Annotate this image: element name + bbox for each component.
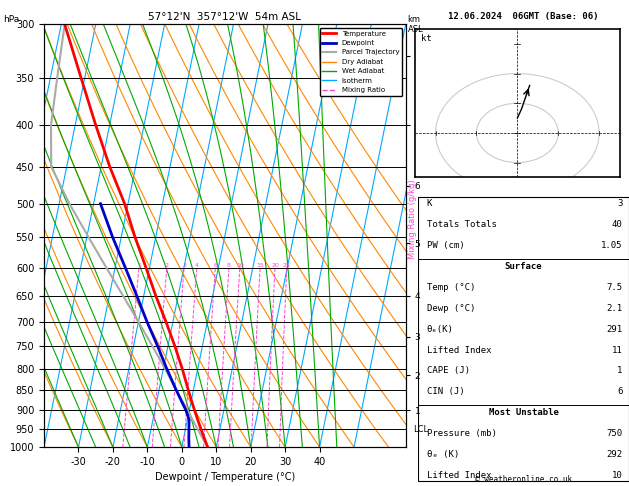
Text: 1: 1: [617, 366, 623, 376]
Text: 40: 40: [612, 220, 623, 229]
Text: Most Unstable: Most Unstable: [489, 408, 559, 417]
Text: LCL: LCL: [413, 425, 428, 434]
Text: © weatheronline.co.uk: © weatheronline.co.uk: [475, 474, 572, 484]
Text: 15: 15: [256, 263, 264, 268]
Text: K: K: [426, 199, 432, 208]
Text: 291: 291: [606, 325, 623, 334]
Text: Mixing Ratio (g/kg): Mixing Ratio (g/kg): [408, 179, 416, 259]
Text: Lifted Index: Lifted Index: [426, 346, 491, 355]
Text: Pressure (mb): Pressure (mb): [426, 429, 496, 438]
Legend: Temperature, Dewpoint, Parcel Trajectory, Dry Adiabat, Wet Adiabat, Isotherm, Mi: Temperature, Dewpoint, Parcel Trajectory…: [320, 28, 402, 96]
Text: 6: 6: [617, 387, 623, 397]
Text: 1.05: 1.05: [601, 241, 623, 250]
Text: kt: kt: [421, 34, 432, 43]
Title: 57°12'N  357°12'W  54m ASL: 57°12'N 357°12'W 54m ASL: [148, 12, 301, 22]
Text: 4: 4: [195, 263, 199, 268]
Text: 11: 11: [612, 346, 623, 355]
Text: 3: 3: [617, 199, 623, 208]
Bar: [418, 197, 629, 481]
Text: 25: 25: [283, 263, 291, 268]
Text: 750: 750: [606, 429, 623, 438]
Text: PW (cm): PW (cm): [426, 241, 464, 250]
Text: θₑ (K): θₑ (K): [426, 450, 459, 459]
Text: 1: 1: [137, 263, 141, 268]
X-axis label: Dewpoint / Temperature (°C): Dewpoint / Temperature (°C): [155, 472, 295, 483]
Text: Temp (°C): Temp (°C): [426, 283, 475, 292]
Text: 10: 10: [612, 471, 623, 480]
Text: θₑ(K): θₑ(K): [426, 325, 454, 334]
Text: 8: 8: [227, 263, 231, 268]
Text: 7.5: 7.5: [606, 283, 623, 292]
Text: 20: 20: [271, 263, 279, 268]
Text: CIN (J): CIN (J): [426, 387, 464, 397]
Text: Dewp (°C): Dewp (°C): [426, 304, 475, 313]
Text: hPa: hPa: [3, 15, 19, 24]
Text: Lifted Index: Lifted Index: [426, 471, 491, 480]
Text: CAPE (J): CAPE (J): [426, 366, 470, 376]
Text: 6: 6: [213, 263, 217, 268]
Text: 2.1: 2.1: [606, 304, 623, 313]
Text: 2: 2: [165, 263, 169, 268]
Text: 10: 10: [236, 263, 243, 268]
Text: Surface: Surface: [505, 262, 542, 271]
Text: 12.06.2024  06GMT (Base: 06): 12.06.2024 06GMT (Base: 06): [448, 12, 599, 21]
Text: km
ASL: km ASL: [408, 15, 423, 34]
Text: 292: 292: [606, 450, 623, 459]
Text: Totals Totals: Totals Totals: [426, 220, 496, 229]
Text: 3: 3: [182, 263, 186, 268]
